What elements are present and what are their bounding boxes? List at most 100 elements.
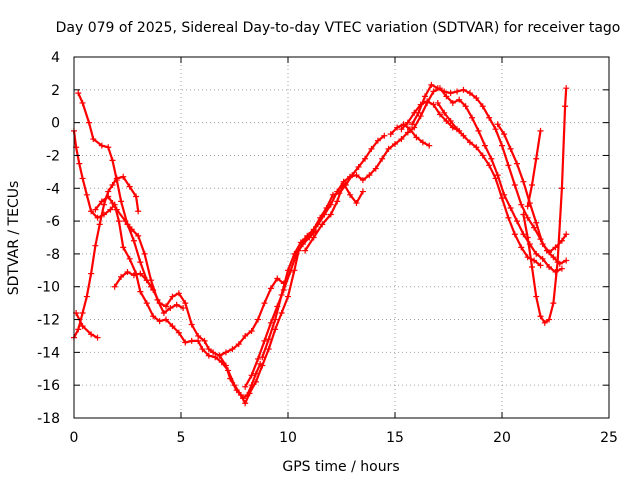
data-point-pass-a-19 [188,321,195,328]
data-point-pass-n-12 [511,231,518,238]
data-point-pass-i-6 [297,239,304,246]
data-point-pass-b-74 [513,218,520,225]
y-axis: -18 -16 -14 -12 -10 -8 -6 -4 -2 0 2 4 [37,50,609,427]
data-point-pass-m-13 [492,126,499,133]
data-point-pass-c-9 [109,181,116,188]
data-point-pass-m-8 [460,86,467,93]
data-point-pass-b-63 [443,93,450,100]
data-point-pass-f-6 [128,226,135,233]
data-point-pass-j-2 [319,221,326,228]
chart-title: Day 079 of 2025, Sidereal Day-to-day VTE… [56,20,621,36]
data-point-pass-p-10 [562,103,569,110]
data-point-pass-g-1 [222,349,229,356]
data-point-pass-n-1 [441,109,448,116]
data-point-pass-b-51 [366,172,373,179]
data-point-pass-j-0 [302,247,309,254]
data-point-pass-b-28 [225,367,232,374]
series-line-pass-i [261,134,385,358]
data-point-pass-b-72 [501,191,508,198]
data-point-pass-q-3 [537,127,544,134]
data-point-pass-b-81 [558,265,565,272]
data-point-pass-a-18 [182,300,189,307]
data-point-pass-f-9 [148,277,155,284]
data-point-pass-b-57 [404,129,411,136]
data-point-pass-b-66 [462,103,469,110]
data-point-pass-i-19 [381,132,388,139]
data-point-pass-q-1 [528,181,535,188]
data-point-pass-d-3 [94,334,101,341]
data-point-pass-a-22 [205,346,212,353]
data-point-pass-q-2 [533,155,540,162]
data-point-pass-o-7 [539,241,546,248]
data-point-pass-b-3 [79,175,86,182]
data-point-pass-o-11 [563,231,570,238]
data-point-pass-b-65 [456,96,463,103]
data-point-pass-d-1 [79,323,86,330]
y-tick-label-0: -18 [37,411,60,427]
data-point-pass-g-7 [261,300,268,307]
series-pass-l [398,98,463,134]
data-point-pass-m-4 [434,85,441,92]
x-tick-label-2: 10 [279,430,297,446]
data-point-pass-p-11 [563,85,570,92]
data-point-pass-f-7 [135,232,142,239]
data-point-pass-g-4 [242,332,249,339]
data-point-pass-b-35 [265,346,272,353]
data-point-pass-f-1 [98,198,105,205]
data-point-pass-p-2 [528,264,535,271]
data-point-pass-i-11 [329,191,336,198]
data-point-pass-k-0 [387,131,394,138]
data-point-pass-c-7 [100,201,107,208]
data-point-pass-b-78 [539,255,546,262]
data-point-pass-b-16 [150,313,157,320]
data-point-pass-i-17 [368,145,375,152]
series-pass-q [524,127,544,210]
series-pass-e [111,268,155,290]
data-point-pass-a-1 [79,99,86,106]
data-point-pass-n-5 [466,139,473,146]
data-point-pass-b-24 [199,346,206,353]
data-point-pass-b-30 [237,392,244,399]
data-point-pass-m-17 [518,201,525,208]
series-pass-j [302,180,366,254]
data-point-pass-a-0 [75,90,82,97]
data-point-pass-m-16 [511,181,518,188]
data-point-pass-b-5 [88,208,95,215]
data-point-pass-i-7 [304,232,311,239]
data-point-pass-h-2 [255,355,262,362]
data-point-pass-l-6 [436,111,443,118]
data-point-pass-n-10 [499,195,505,202]
data-point-pass-c-4 [88,270,95,277]
data-point-pass-c-5 [92,242,99,249]
data-point-pass-b-75 [520,231,527,238]
data-point-pass-b-27 [218,359,225,366]
data-point-pass-b-2 [76,160,83,167]
data-point-pass-d-2 [88,331,95,338]
series-line-pass-p [522,88,568,324]
data-point-pass-a-4 [98,142,105,149]
data-point-pass-b-23 [195,337,202,344]
series-line-pass-q [526,130,542,207]
data-point-pass-g-2 [229,346,236,353]
data-point-pass-a-21 [201,337,208,344]
data-point-pass-n-0 [434,99,441,106]
data-point-pass-g-6 [255,316,262,323]
data-point-pass-a-23 [210,349,217,356]
data-point-pass-f-11 [160,309,167,316]
data-point-pass-n-11 [505,214,512,221]
data-point-pass-b-29 [231,382,238,389]
data-point-pass-m-12 [486,114,493,121]
data-point-pass-a-11 [137,259,144,266]
data-point-pass-m-9 [466,90,473,97]
data-point-pass-a-2 [85,119,92,126]
y-tick-label-1: -16 [37,378,60,394]
data-point-pass-i-9 [317,214,324,221]
x-tick-label-5: 25 [600,430,618,446]
data-point-pass-a-31 [252,370,259,377]
data-point-pass-a-8 [118,198,125,205]
data-point-pass-m-15 [505,162,512,169]
data-point-pass-n-8 [486,162,493,169]
data-point-pass-f-2 [105,193,112,200]
data-point-pass-m-19 [531,224,538,231]
